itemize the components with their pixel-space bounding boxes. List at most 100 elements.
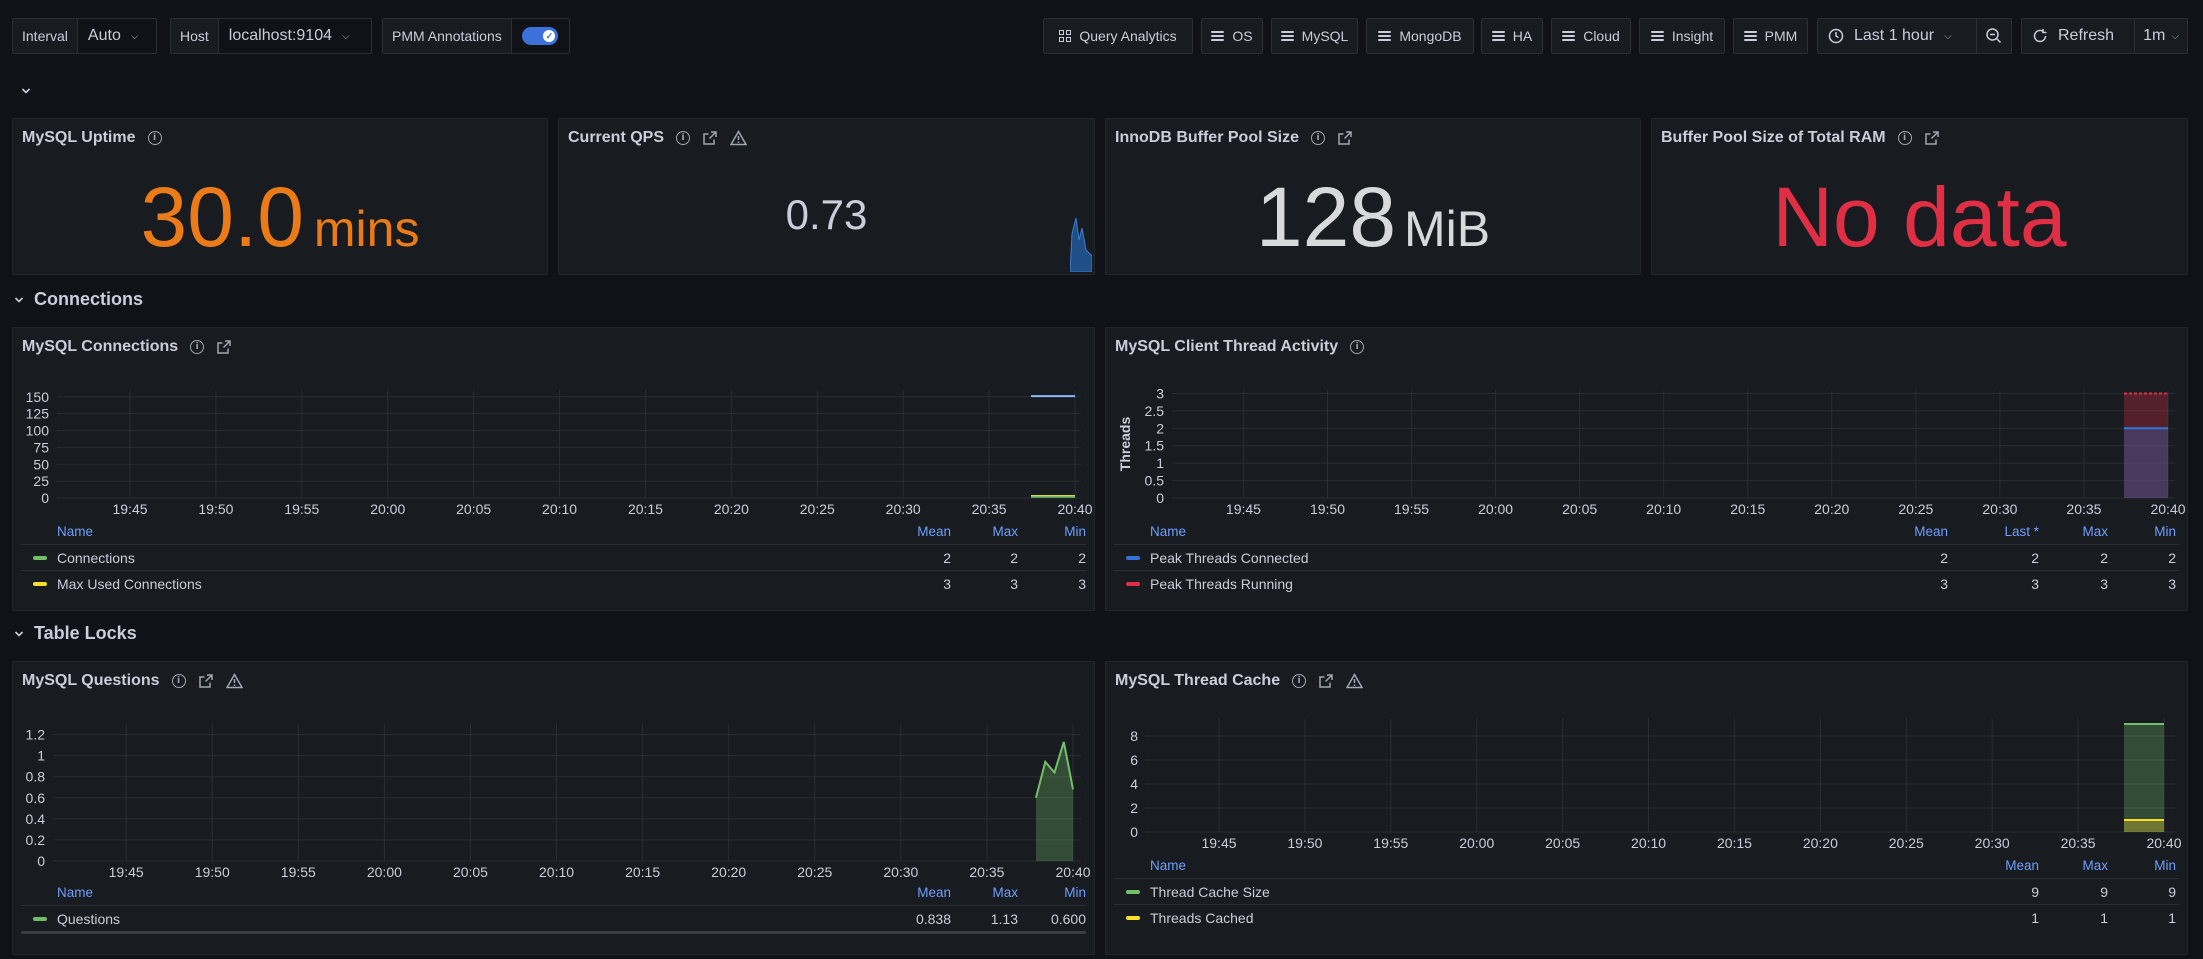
time-range-picker[interactable]: Last 1 hour ⌵ xyxy=(1817,18,1977,54)
panel-title: MySQL Questions xyxy=(22,672,160,689)
link-pmm[interactable]: PMM xyxy=(1733,18,1808,54)
legend-row[interactable]: Max Used Connections 3 3 3 xyxy=(21,570,1086,597)
info-icon[interactable]: i xyxy=(1897,131,1912,145)
external-link-icon[interactable] xyxy=(198,673,214,689)
info-icon[interactable]: i xyxy=(171,674,186,688)
link-insight[interactable]: Insight xyxy=(1639,18,1725,54)
info-icon[interactable]: i xyxy=(1311,131,1325,145)
legend-name: Connections xyxy=(57,550,135,566)
row-collapse-chevron-icon[interactable] xyxy=(21,86,31,96)
legend-header-min[interactable]: Min xyxy=(2154,857,2176,873)
series-line xyxy=(1035,741,1074,799)
x-tick-label: 20:10 xyxy=(539,864,574,880)
y-tick-label: 6 xyxy=(1130,752,1138,768)
legend-header-min[interactable]: Min xyxy=(2154,523,2176,539)
info-icon[interactable]: i xyxy=(676,131,691,145)
legend-min: 0.600 xyxy=(1050,911,1086,927)
refresh-interval-picker[interactable]: 1m ⌵ xyxy=(2134,18,2188,54)
x-tick-label: 19:50 xyxy=(1287,835,1322,851)
x-tick-label: 20:30 xyxy=(883,864,918,880)
legend-min: 3 xyxy=(1078,576,1086,592)
link-ha[interactable]: HA xyxy=(1481,18,1543,54)
external-link-icon[interactable] xyxy=(1337,130,1353,146)
chevron-down-icon: ⌵ xyxy=(1944,30,1952,42)
zoom-out-button[interactable] xyxy=(1976,18,2012,54)
legend-header-min[interactable]: Min xyxy=(1064,884,1086,900)
legend-header-max[interactable]: Max xyxy=(992,884,1018,900)
legend-row[interactable]: Questions 0.838 1.13 0.600 xyxy=(21,905,1086,932)
link-query-analytics[interactable]: Query Analytics xyxy=(1043,18,1193,54)
x-tick-label: 19:55 xyxy=(281,864,316,880)
legend-header-max[interactable]: Max xyxy=(2082,523,2108,539)
legend-scrollbar[interactable] xyxy=(21,931,1086,934)
x-tick-label: 20:40 xyxy=(2150,501,2185,517)
pmm-annotations-toggle[interactable]: ✓ xyxy=(512,27,569,45)
check-icon: ✓ xyxy=(543,30,556,42)
warning-icon[interactable] xyxy=(225,673,243,689)
legend-header-last[interactable]: Last * xyxy=(2004,523,2039,539)
x-tick-label: 20:10 xyxy=(1631,835,1666,851)
info-icon[interactable]: i xyxy=(1350,340,1365,354)
external-link-icon[interactable] xyxy=(702,130,718,146)
legend-max: 2 xyxy=(1010,550,1018,566)
legend-row[interactable]: Thread Cache Size 9 9 9 xyxy=(1114,878,2179,905)
warning-icon[interactable] xyxy=(730,130,748,146)
info-icon[interactable]: i xyxy=(1292,674,1307,688)
panel-client-thread-activity: MySQL Client Thread Activity i 0 0.5 1 1.5 2… xyxy=(1105,327,2188,611)
legend-header-mean[interactable]: Mean xyxy=(1914,523,1948,539)
x-tick-label: 20:20 xyxy=(1814,501,1849,517)
x-tick-label: 20:35 xyxy=(969,864,1004,880)
chart-mysql-thread-cache: 0 2 4 6 8 19:45 19:50 19:55 20:00 20:05 20:10 20:15… xyxy=(1130,718,2182,851)
info-icon[interactable]: i xyxy=(147,131,162,145)
legend-row[interactable]: Threads Cached 1 1 1 xyxy=(1114,904,2179,931)
legend-header-name[interactable]: Name xyxy=(57,884,94,900)
pmm-annotations-toggle-group: PMM Annotations ✓ xyxy=(382,18,570,54)
external-link-icon[interactable] xyxy=(1318,673,1334,689)
link-mongodb[interactable]: MongoDB xyxy=(1366,18,1474,54)
external-link-icon[interactable] xyxy=(1924,130,1940,146)
legend-header-mean[interactable]: Mean xyxy=(917,884,951,900)
row-table-locks[interactable]: Table Locks xyxy=(14,623,137,644)
x-tick-label: 20:40 xyxy=(1055,864,1090,880)
x-tick-label: 20:30 xyxy=(1982,501,2017,517)
legend-header-name[interactable]: Name xyxy=(1150,857,1187,873)
info-icon[interactable]: i xyxy=(190,340,205,354)
legend-row[interactable]: Peak Threads Running 3 3 3 3 xyxy=(1114,570,2179,597)
y-tick-label: 75 xyxy=(33,439,49,455)
link-cloud[interactable]: Cloud xyxy=(1551,18,1631,54)
x-tick-label: 19:45 xyxy=(109,864,144,880)
legend-header-mean[interactable]: Mean xyxy=(917,523,951,539)
toggle-switch[interactable]: ✓ xyxy=(522,27,559,45)
row-connections[interactable]: Connections xyxy=(14,289,143,310)
legend-header-max[interactable]: Max xyxy=(2082,857,2108,873)
link-os[interactable]: OS xyxy=(1201,18,1263,54)
pmm-annotations-label: PMM Annotations xyxy=(383,19,512,53)
legend-header-name[interactable]: Name xyxy=(57,523,94,539)
warning-icon[interactable] xyxy=(1346,673,1364,689)
legend-name: Questions xyxy=(57,911,121,927)
external-link-icon[interactable] xyxy=(216,339,232,355)
legend-header-mean[interactable]: Mean xyxy=(2005,857,2039,873)
legend-name: Max Used Connections xyxy=(57,576,202,592)
x-tick-label: 20:15 xyxy=(1730,501,1765,517)
chart-mysql-questions: 0 0.2 0.4 0.6 0.8 1 1.2 19:45 19:50 19:55 20:00 20:… xyxy=(26,724,1091,880)
legend-header-max[interactable]: Max xyxy=(992,523,1018,539)
menu-icon xyxy=(1211,31,1225,41)
y-tick-label: 100 xyxy=(26,423,50,439)
legend-min: 3 xyxy=(2168,576,2176,592)
clock-icon xyxy=(1828,28,1844,44)
x-tick-label: 20:25 xyxy=(797,864,832,880)
host-selector[interactable]: Host localhost:9104 ⌵ xyxy=(170,18,372,54)
interval-selector[interactable]: Interval Auto ⌵ xyxy=(12,18,157,54)
link-mysql[interactable]: MySQL xyxy=(1271,18,1358,54)
y-axis-label: Threads xyxy=(1117,417,1133,472)
link-label: Cloud xyxy=(1583,28,1620,44)
x-tick-label: 20:20 xyxy=(1803,835,1838,851)
legend-header-min[interactable]: Min xyxy=(1064,523,1086,539)
legend-header-name[interactable]: Name xyxy=(1150,523,1187,539)
legend-row[interactable]: Connections 2 2 2 xyxy=(21,544,1086,571)
x-tick-label: 20:30 xyxy=(1975,835,2010,851)
legend-row[interactable]: Peak Threads Connected 2 2 2 2 xyxy=(1114,544,2179,571)
chevron-down-icon xyxy=(14,630,24,637)
refresh-button[interactable]: Refresh xyxy=(2021,18,2135,54)
